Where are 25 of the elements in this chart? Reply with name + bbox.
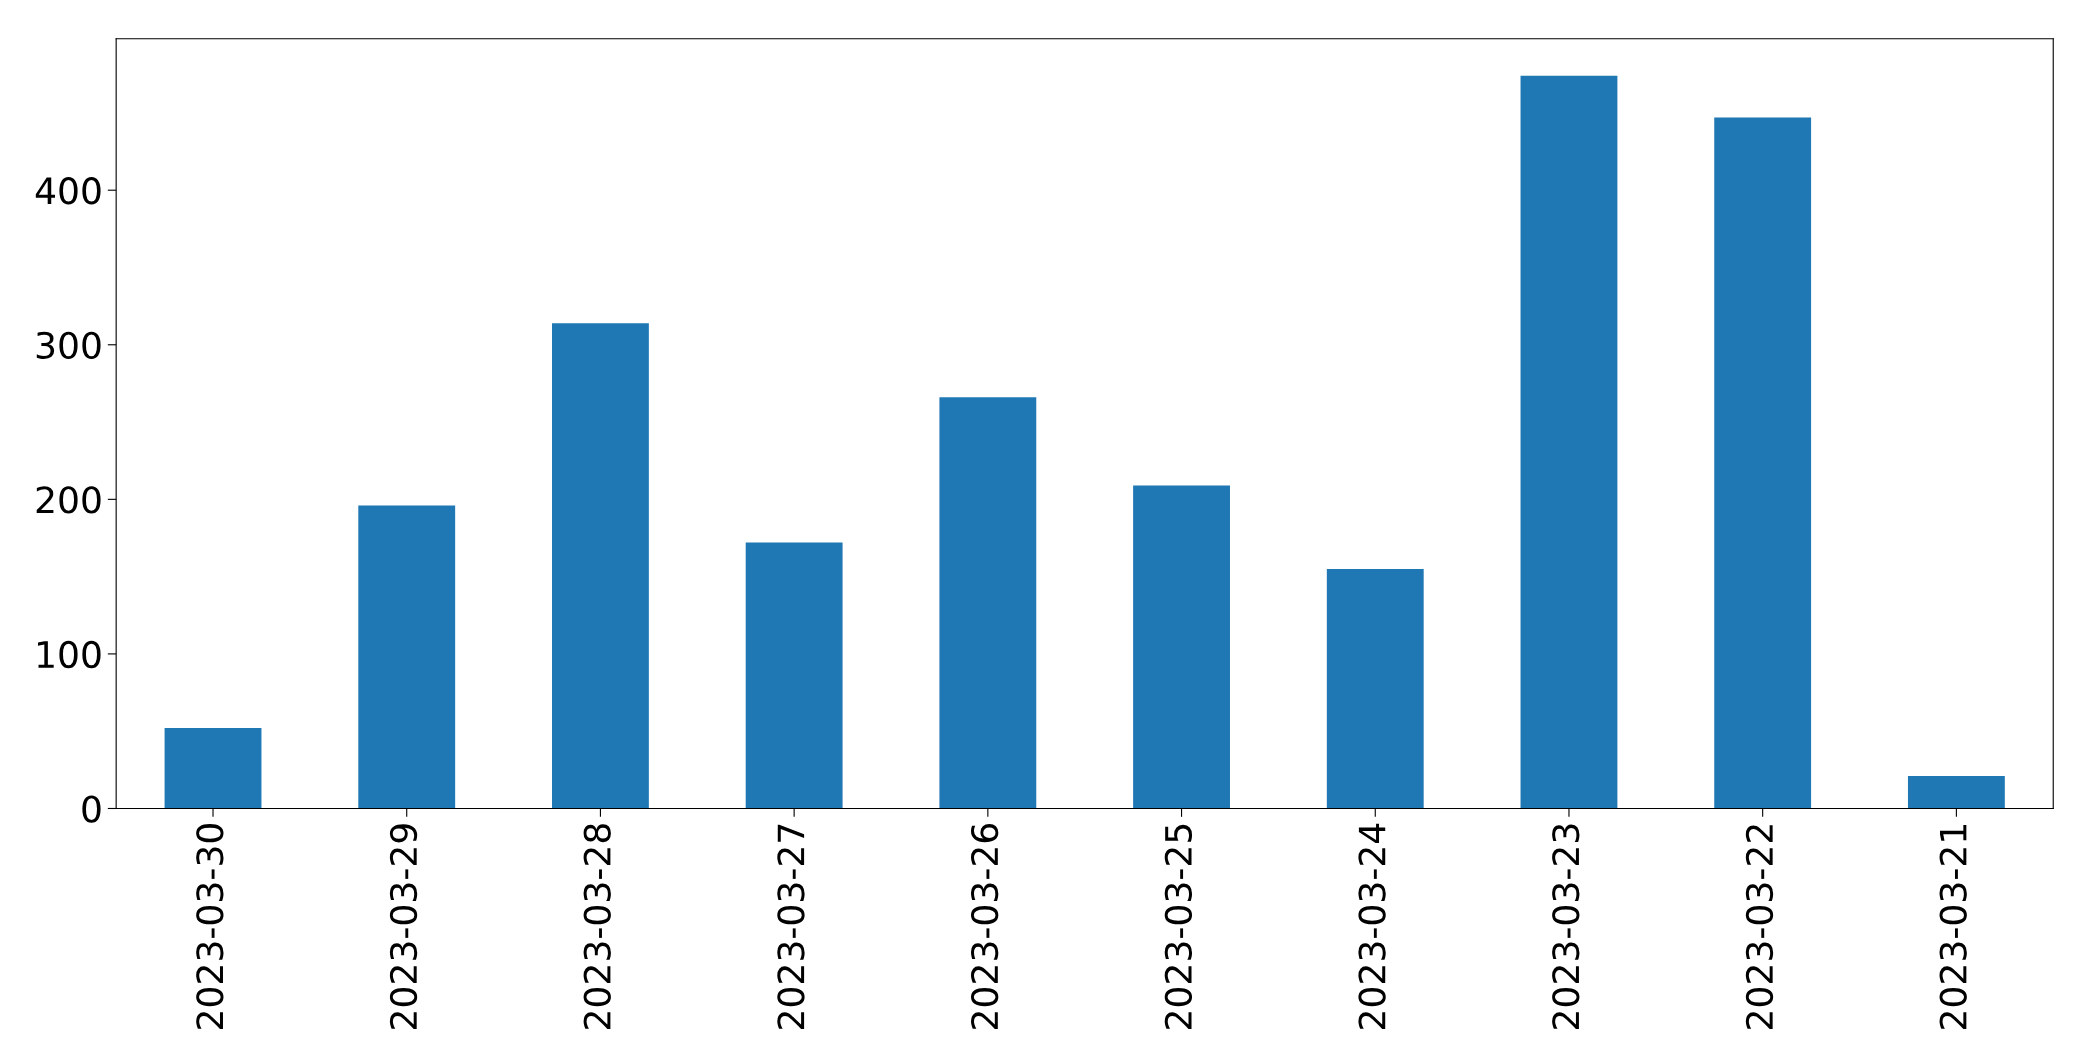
bar xyxy=(745,542,843,809)
bar xyxy=(358,505,456,809)
x-tick-label: 2023-03-26 xyxy=(971,823,999,1029)
x-tick-label: 2023-03-28 xyxy=(583,824,611,1029)
x-tick-label: 2023-03-27 xyxy=(777,824,805,1029)
y-tick-label: 300 xyxy=(36,331,101,360)
bar xyxy=(164,728,262,809)
y-tick-label: 400 xyxy=(35,177,101,205)
x-tick-label: 2023-03-23 xyxy=(1552,824,1580,1029)
y-tick-label: 100 xyxy=(38,640,101,669)
x-tick-label: 2023-03-29 xyxy=(389,824,418,1029)
x-tick-label: 2023-03-24 xyxy=(1358,823,1386,1029)
x-tick-label: 2023-03-25 xyxy=(1164,824,1193,1029)
x-tick-label: 2023-03-30 xyxy=(196,824,224,1029)
x-tick-label: 2023-03-22 xyxy=(1745,825,1774,1029)
bar xyxy=(939,397,1037,809)
y-tick-label: 200 xyxy=(36,486,101,514)
bar xyxy=(1907,776,2005,809)
bar xyxy=(1714,117,1812,809)
bar xyxy=(1520,75,1618,809)
bar xyxy=(552,323,649,809)
y-tick-label: 0 xyxy=(82,795,101,823)
x-tick-label: 2023-03-21 xyxy=(1939,825,1967,1029)
bar xyxy=(1326,568,1424,809)
bar xyxy=(1133,485,1230,809)
